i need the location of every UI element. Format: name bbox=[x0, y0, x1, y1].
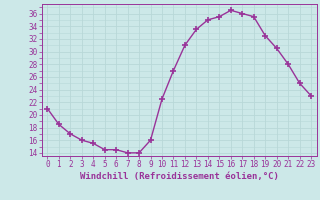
X-axis label: Windchill (Refroidissement éolien,°C): Windchill (Refroidissement éolien,°C) bbox=[80, 172, 279, 181]
